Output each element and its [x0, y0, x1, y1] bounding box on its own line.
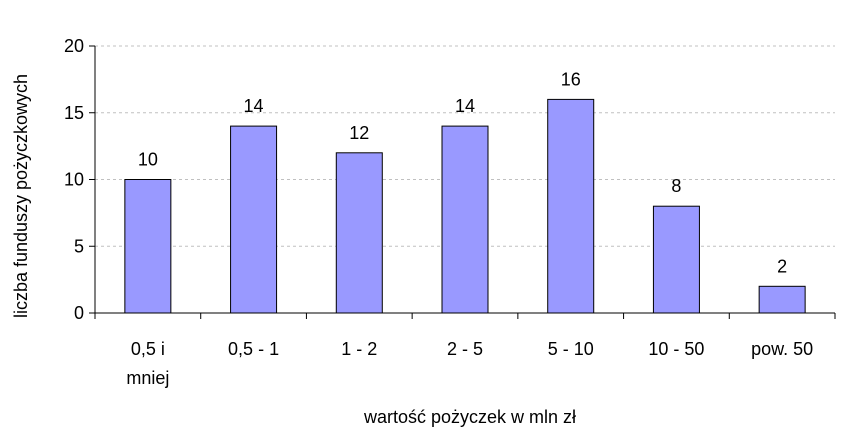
- x-tick-label: pow. 50: [751, 339, 813, 359]
- bar: [652, 205, 700, 314]
- y-tick-label: 10: [64, 170, 84, 190]
- y-tick-label: 20: [64, 36, 84, 56]
- data-label: 14: [244, 96, 264, 116]
- bar: [547, 98, 595, 314]
- bar: [758, 285, 806, 314]
- bars: [124, 98, 806, 314]
- x-tick-label: 5 - 10: [548, 339, 594, 359]
- x-axis: 0,5 i mniej 0,5 - 1 1 - 2 2 - 5 5 - 10 10 - 50…: [94, 312, 836, 388]
- x-tick-label: 10 - 50: [648, 339, 704, 359]
- y-tick-label: 0: [74, 303, 84, 323]
- x-tick-label: mniej: [126, 368, 169, 388]
- data-label: 14: [455, 96, 475, 116]
- x-tick-label: 0,5 i: [131, 339, 165, 359]
- x-tick-label: 2 - 5: [447, 339, 483, 359]
- data-label: 8: [671, 176, 681, 196]
- x-tick-label: 0,5 - 1: [228, 339, 279, 359]
- y-tick-label: 5: [74, 236, 84, 256]
- bar: [230, 125, 278, 314]
- x-axis-title: wartość pożyczek w mln zł: [363, 407, 576, 427]
- y-axis: 0 5 10 15 20: [64, 36, 96, 323]
- data-label: 10: [138, 150, 158, 170]
- data-label: 16: [561, 69, 581, 89]
- data-label: 2: [777, 256, 787, 276]
- y-tick-label: 15: [64, 103, 84, 123]
- x-tick-label: 1 - 2: [341, 339, 377, 359]
- data-label: 12: [349, 123, 369, 143]
- y-axis-title: liczba funduszy pożyczkowych: [11, 74, 31, 318]
- bar: [335, 152, 383, 314]
- bar: [441, 125, 489, 314]
- data-labels: 10 14 12 14 16 8 2: [138, 69, 787, 276]
- bar: [124, 179, 172, 314]
